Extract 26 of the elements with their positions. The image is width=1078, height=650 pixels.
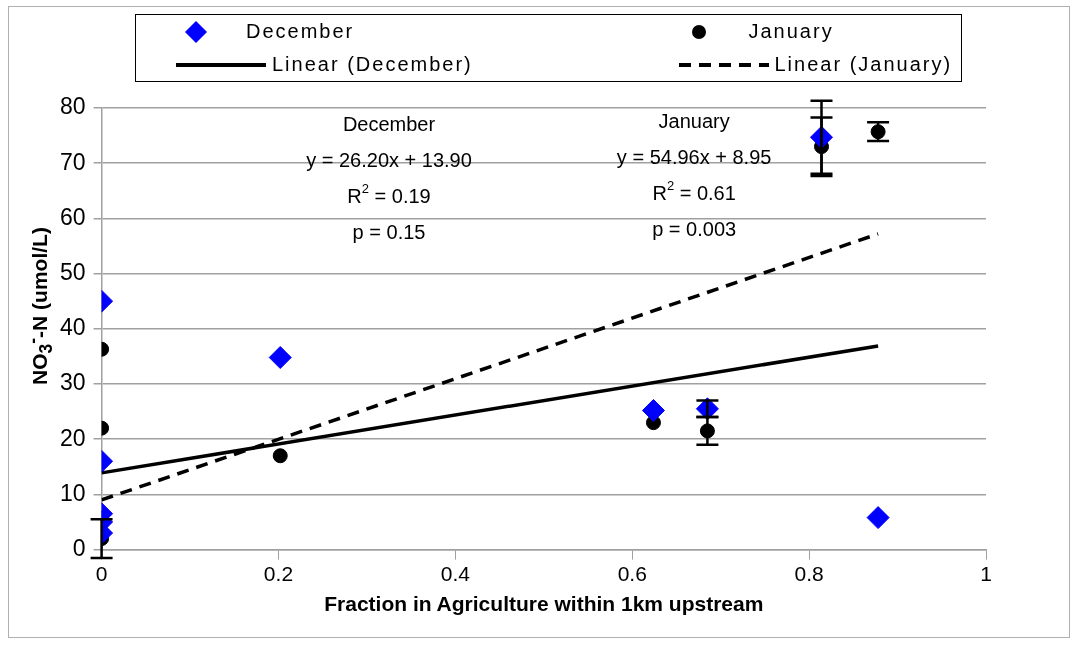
y-tick-label: 10 [59,479,86,506]
annotation: y = 26.20x + 13.90 [306,148,472,171]
y-tick-label: 30 [59,369,86,396]
y-tick-label: 0 [72,534,86,561]
x-axis-title: Fraction in Agriculture within 1km upstream [324,592,764,616]
x-tick-label: 0.2 [263,562,294,585]
x-tick-label: 0.4 [440,562,471,585]
x-tick-label: 0.8 [794,562,824,585]
legend-label: January [748,20,834,43]
y-tick-label: 70 [59,148,86,175]
y-tick-label: 60 [59,203,86,230]
legend-label: December [246,20,355,43]
y-tick-label: 40 [59,314,86,341]
x-tick-label: 0.6 [617,562,647,585]
annotation: January [658,109,730,132]
legend-label: Linear (December) [272,53,473,76]
annotation: p = 0.15 [352,220,426,243]
y-tick-label: 20 [59,424,86,451]
annotation: p = 0.003 [652,217,737,240]
legend-label: Linear (January) [774,53,953,76]
annotation: y = 54.96x + 8.95 [616,145,772,168]
x-tick-label: 0 [95,562,108,585]
y-tick-label: 50 [59,258,86,285]
y-tick-label: 80 [59,93,86,120]
x-tick-label: 1 [980,562,992,585]
annotation: December [342,112,436,135]
